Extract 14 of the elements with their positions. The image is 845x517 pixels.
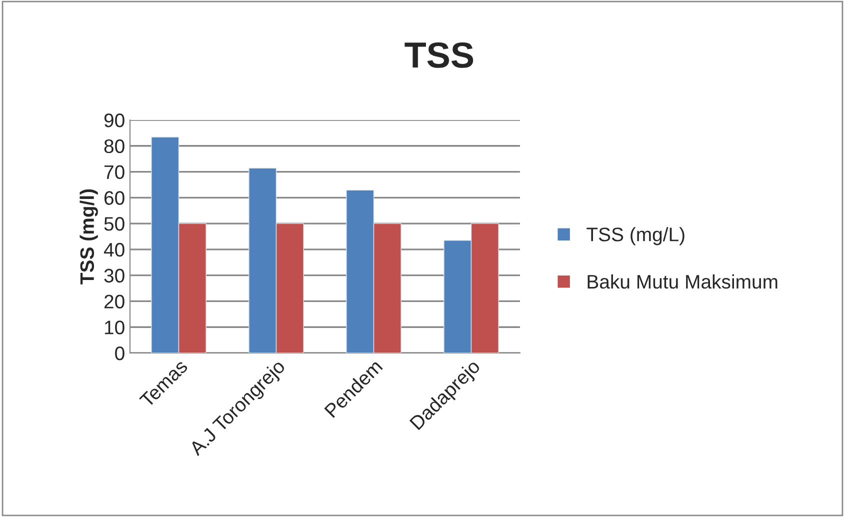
y-tick-label: 40 bbox=[104, 242, 124, 257]
y-axis-title: TSS (mg/l) bbox=[80, 189, 98, 284]
y-tick-label: 0 bbox=[115, 346, 124, 360]
y-tick-label: 60 bbox=[104, 191, 124, 205]
chart-title: TSS bbox=[404, 42, 474, 68]
y-tick-label: 30 bbox=[104, 268, 124, 283]
y-tick-label: 20 bbox=[104, 294, 124, 308]
y-tick-label: 80 bbox=[104, 139, 124, 154]
legend-label: Baku Mutu Maksimum bbox=[588, 274, 778, 289]
y-tick-label: 10 bbox=[104, 320, 124, 334]
legend-label: TSS (mg/L) bbox=[586, 227, 684, 246]
y-tick-label: 70 bbox=[104, 165, 124, 180]
y-tick-label: 50 bbox=[104, 217, 124, 231]
y-tick-label: 90 bbox=[104, 113, 124, 128]
